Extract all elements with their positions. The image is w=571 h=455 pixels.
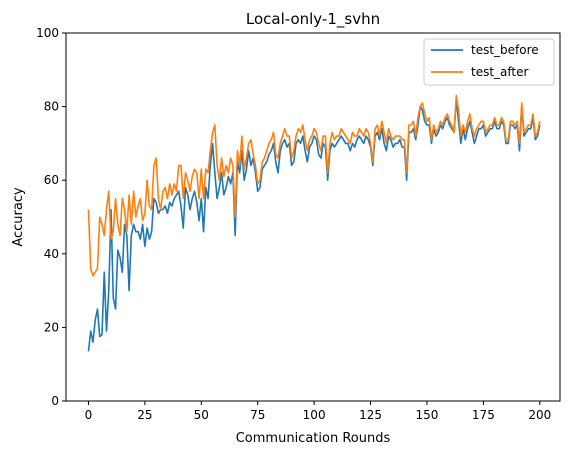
y-tick-label: 60 [44, 173, 59, 187]
series-layer [87, 94, 541, 352]
x-tick-label: 75 [250, 408, 265, 422]
x-tick-label: 125 [359, 408, 382, 422]
axes-frame [65, 32, 561, 402]
x-tick-label: 150 [416, 408, 439, 422]
plot-area [65, 32, 561, 402]
x-tick-label: 100 [303, 408, 326, 422]
legend-label-test-after: test_after [471, 65, 529, 79]
legend-label-test-before: test_before [471, 43, 539, 57]
x-tick-label: 175 [472, 408, 495, 422]
y-tick-label: 40 [44, 247, 59, 261]
y-tick-label: 0 [51, 394, 59, 408]
x-tick-label: 200 [528, 408, 551, 422]
chart-title: Local-only-1_svhn [246, 10, 380, 29]
y-tick-label: 20 [44, 320, 59, 334]
y-axis-ticks: 0 20 40 60 80 100 [36, 26, 66, 408]
x-tick-label: 0 [85, 408, 93, 422]
x-tick-label: 25 [137, 408, 152, 422]
legend: test_before test_after [423, 38, 555, 86]
series-line-test-before [87, 98, 541, 352]
y-tick-label: 100 [36, 26, 59, 40]
y-tick-label: 80 [44, 100, 59, 114]
series-line-test-after [87, 94, 541, 277]
x-axis-title: Communication Rounds [236, 431, 391, 446]
y-axis-title: Accuracy [11, 187, 26, 247]
x-tick-label: 50 [194, 408, 209, 422]
x-axis-ticks: 0 25 50 75 100 125 150 175 200 [85, 401, 551, 422]
